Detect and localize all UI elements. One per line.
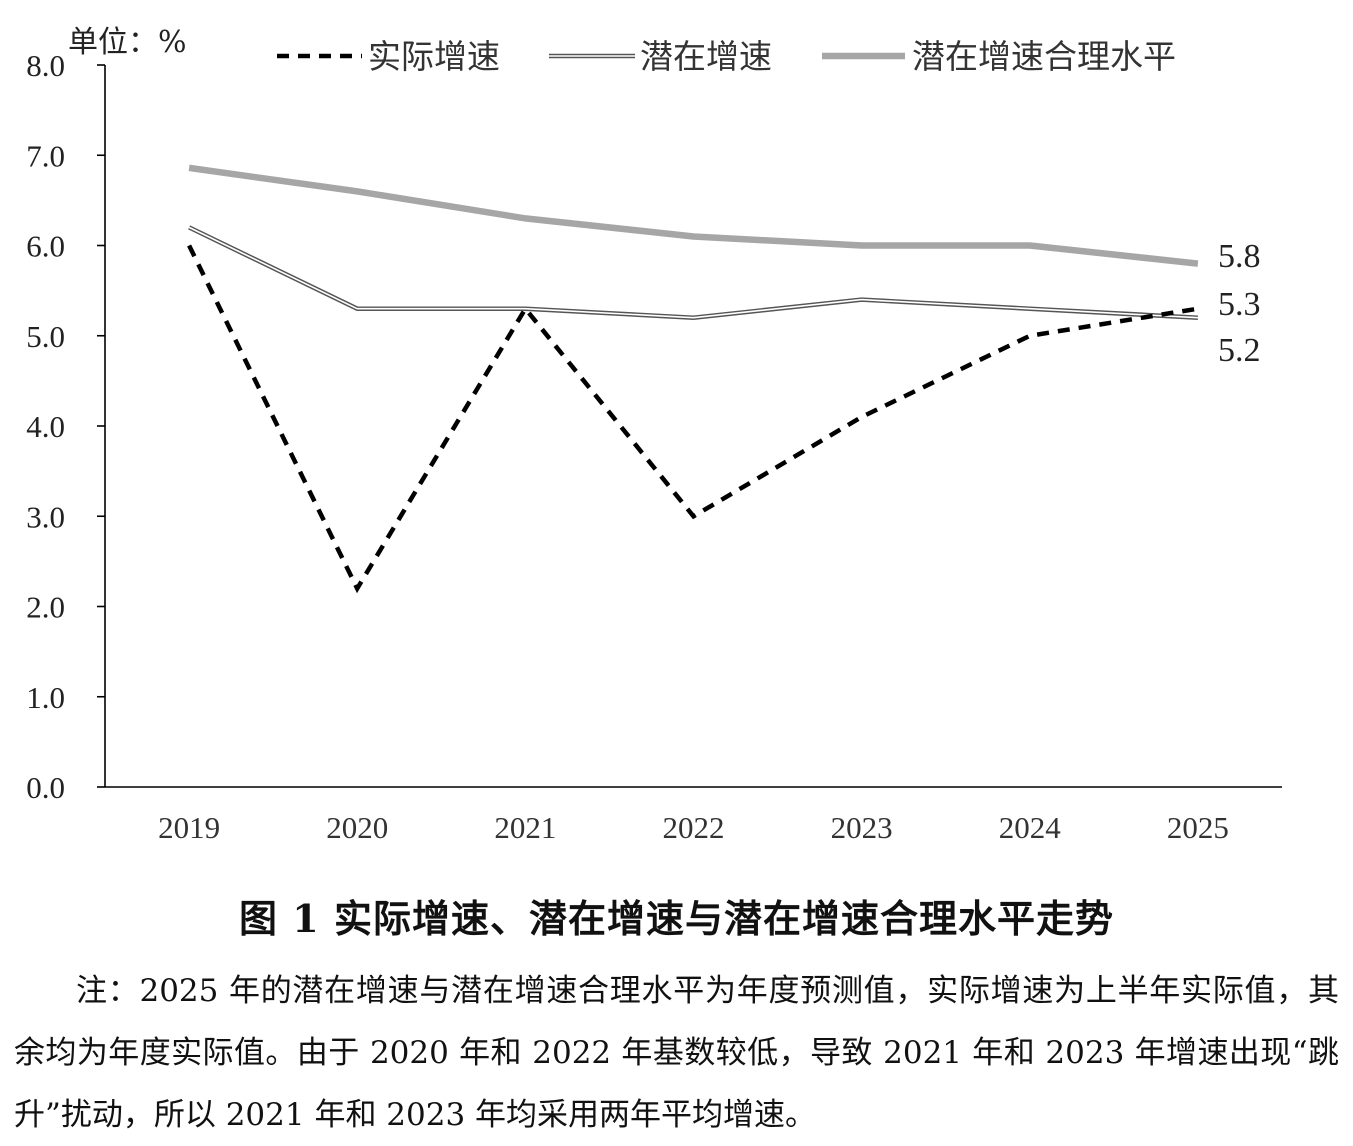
y-tick-label: 8.0	[26, 48, 65, 83]
x-tick-label: 2022	[663, 810, 725, 845]
data-point	[860, 298, 863, 301]
x-tick-label: 2025	[1167, 810, 1229, 845]
data-point	[692, 316, 695, 319]
data-point	[692, 235, 695, 238]
y-tick-label: 7.0	[26, 138, 65, 173]
y-tick-label: 4.0	[26, 409, 65, 444]
end-label: 5.8	[1218, 238, 1261, 275]
series-layer	[187, 164, 1199, 594]
data-point	[860, 244, 863, 247]
data-point	[1028, 244, 1031, 247]
data-point	[1028, 334, 1031, 337]
x-axis: 2019 2020 2021 2022 2023 2024 2025	[105, 786, 1282, 845]
y-axis: 0.0 1.0 2.0 3.0 4.0 5.0 6.0 7.0 8.0	[26, 48, 106, 805]
legend-item: 潜在增速合理水平	[822, 37, 1176, 76]
legend-item: 实际增速	[277, 37, 500, 76]
legend-label: 潜在增速	[640, 37, 772, 76]
figure-note: 注：2025 年的潜在增速与潜在增速合理水平为年度预测值，实际增速为上半年实际值…	[14, 973, 1339, 1133]
data-point	[1196, 316, 1199, 319]
data-point	[356, 587, 359, 590]
data-point	[188, 166, 191, 169]
series-line	[187, 244, 1199, 594]
x-tick-label: 2021	[494, 810, 556, 845]
x-tick-label: 2023	[831, 810, 893, 845]
y-tick-label: 5.0	[26, 319, 65, 354]
y-tick-label: 1.0	[26, 680, 65, 715]
y-tick-label: 0.0	[26, 770, 65, 805]
legend: 实际增速 潜在增速 潜在增速合理水平	[277, 37, 1176, 76]
line-chart: 单位：% 实际增速 潜在增速 潜在增速合理水平 0.0 1.0 2.0 3.0 4.0 5.0…	[26, 25, 1282, 845]
y-tick-label: 6.0	[26, 229, 65, 264]
data-point	[860, 415, 863, 418]
unit-label: 单位：%	[68, 25, 187, 60]
y-tick-label: 2.0	[26, 590, 65, 625]
end-label: 5.3	[1218, 286, 1261, 323]
data-point	[356, 307, 359, 310]
data-point	[1028, 307, 1031, 310]
series-line	[188, 225, 1199, 320]
x-tick-label: 2020	[326, 810, 388, 845]
data-point	[1196, 307, 1199, 310]
data-point	[524, 217, 527, 220]
end-label: 5.2	[1218, 332, 1261, 369]
data-point	[188, 244, 191, 247]
legend-label: 实际增速	[368, 37, 500, 76]
end-labels: 5.8 5.3 5.2	[1218, 238, 1261, 369]
series-2	[188, 225, 1199, 320]
series-line	[188, 164, 1199, 267]
x-tick-label: 2019	[158, 810, 220, 845]
y-tick-label: 3.0	[26, 499, 65, 534]
series-line-inner	[188, 226, 1198, 319]
legend-label: 潜在增速合理水平	[912, 37, 1176, 76]
legend-item: 潜在增速	[549, 37, 772, 76]
data-point	[1196, 262, 1199, 265]
series-1	[187, 244, 1199, 594]
figure-caption: 图 1 实际增速、潜在增速与潜在增速合理水平走势	[239, 896, 1114, 941]
x-tick-label: 2024	[999, 810, 1062, 845]
data-point	[356, 190, 359, 193]
data-point	[692, 515, 695, 518]
data-point	[188, 226, 191, 229]
data-point	[524, 307, 527, 310]
series-3	[188, 164, 1199, 267]
